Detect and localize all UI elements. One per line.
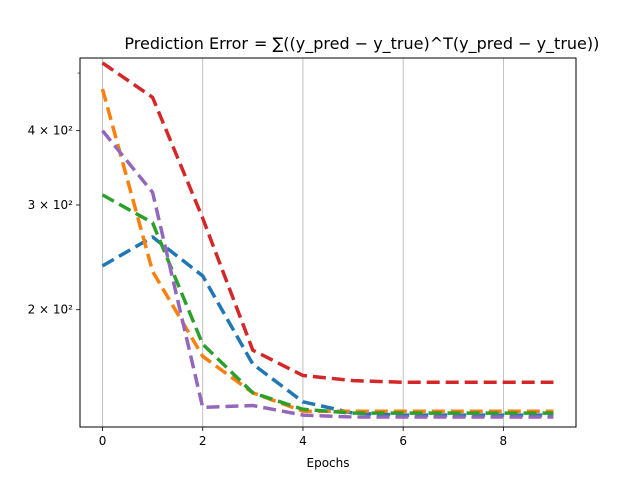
x-tick-label: 0 <box>99 434 107 448</box>
grid-lines <box>102 58 504 427</box>
series-line-5 <box>101 129 554 419</box>
x-tick-label: 2 <box>199 434 207 448</box>
x-tick-label: 8 <box>500 434 508 448</box>
x-axis-title: Epochs <box>307 456 350 470</box>
chart-title-formula: = ∑((y_pred − y_true)^T(y_pred − y_true)… <box>254 34 599 54</box>
y-tick-label: 4 × 10² <box>28 124 74 138</box>
y-axis: 2 × 10² 3 × 10² 4 × 10² <box>28 72 80 317</box>
plot-frame <box>79 57 577 428</box>
series-lines <box>100 61 554 419</box>
series-line-3 <box>101 193 554 415</box>
series-line-1 <box>101 235 554 417</box>
x-tick-label: 4 <box>299 434 307 448</box>
series-line-4 <box>101 61 554 385</box>
y-tick-label: 2 × 10² <box>28 303 74 317</box>
chart-title: Prediction Error <box>124 34 248 53</box>
x-axis: 0 2 4 6 8 <box>99 427 507 448</box>
x-tick-label: 6 <box>399 434 407 448</box>
y-tick-label: 3 × 10² <box>28 198 74 212</box>
series-line-2 <box>100 88 554 413</box>
